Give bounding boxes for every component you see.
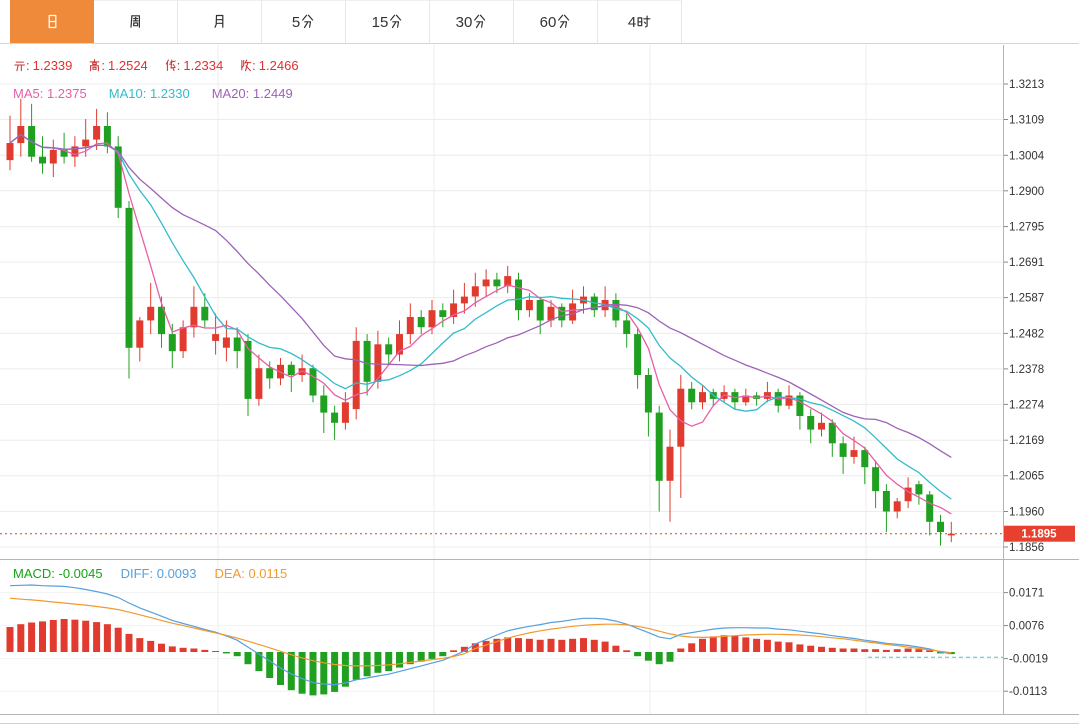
- diff-line: [9, 584, 952, 686]
- high-label: :: [88, 58, 105, 73]
- open-value: 1.2339: [32, 58, 73, 73]
- tab-15min[interactable]: 15: [346, 0, 430, 43]
- tab-5min[interactable]: 5: [262, 0, 346, 43]
- svg-text:0.0171: 0.0171: [1009, 588, 1044, 600]
- tab-month[interactable]: [178, 0, 262, 43]
- svg-text:1.2795: 1.2795: [1009, 222, 1044, 234]
- candles-layer: [6, 98, 955, 546]
- close-value: 1.2466: [258, 58, 299, 73]
- tab-4hour[interactable]: 4: [598, 0, 682, 43]
- svg-text:1.3004: 1.3004: [1009, 150, 1045, 162]
- ma5-text: MA5: 1.2375: [13, 86, 87, 101]
- tab-week[interactable]: [94, 0, 178, 43]
- grid-layer: 1.3213 1.3109 1.3004 1.2900 1.2795 1.2691 1.25…: [0, 45, 1048, 715]
- svg-text:-0.0019: -0.0019: [1009, 654, 1048, 666]
- macd-info-line: MACD: -0.0045 DIFF: 0.0093 DEA: 0.0115: [13, 566, 305, 581]
- dea-text: DEA: 0.0115: [214, 566, 288, 581]
- tab-label: [212, 14, 227, 31]
- svg-text:1.2169: 1.2169: [1009, 435, 1044, 447]
- panel-frame: [0, 45, 1079, 715]
- svg-text:1.2274: 1.2274: [1009, 399, 1045, 411]
- current-price-layer: 1.1895: [0, 525, 1075, 542]
- tab-label: [45, 14, 60, 31]
- ma10-line: [9, 133, 952, 500]
- tab-label: [128, 14, 143, 31]
- svg-text:1.2482: 1.2482: [1009, 328, 1044, 340]
- tab-label: 30: [456, 14, 488, 31]
- svg-text:1.2587: 1.2587: [1009, 293, 1044, 305]
- ma10-text: MA10: 1.2330: [108, 86, 190, 101]
- svg-text:1.1960: 1.1960: [1009, 507, 1044, 519]
- diff-text: DIFF: 0.0093: [120, 566, 197, 581]
- low-value: 1.2334: [183, 58, 224, 73]
- macd-histogram-layer: [6, 619, 955, 696]
- svg-text:1.3213: 1.3213: [1009, 79, 1044, 91]
- low-label: :: [164, 58, 180, 73]
- ma-lines-layer: [9, 133, 952, 515]
- tab-label: 4: [628, 14, 651, 31]
- macd-lines-layer: [9, 584, 1003, 686]
- tab-30min[interactable]: 30: [430, 0, 514, 43]
- close-label: :: [239, 58, 256, 73]
- ma-info-line: MA5: 1.2375 MA10: 1.2330 MA20: 1.2449: [13, 86, 315, 101]
- tab-label: 60: [540, 14, 572, 31]
- svg-text:-0.0113: -0.0113: [1009, 686, 1047, 698]
- dea-line: [9, 597, 952, 667]
- svg-text:1.1895: 1.1895: [1021, 529, 1057, 541]
- svg-text:1.2691: 1.2691: [1009, 257, 1044, 269]
- tab-label: 5: [292, 14, 315, 31]
- tab-day[interactable]: [10, 0, 94, 43]
- tab-60min[interactable]: 60: [514, 0, 598, 43]
- tab-label: 15: [372, 14, 404, 31]
- ma20-line: [9, 133, 952, 458]
- high-value: 1.2524: [108, 58, 148, 73]
- svg-text:1.1856: 1.1856: [1009, 542, 1044, 554]
- timeframe-tabbar: 5 15 30 60 4: [0, 0, 1079, 44]
- open-label: :: [13, 58, 30, 73]
- svg-text:1.3109: 1.3109: [1009, 115, 1044, 127]
- svg-text:1.2378: 1.2378: [1009, 364, 1044, 376]
- current-price-tag: [1004, 525, 1075, 542]
- ma20-text: MA20: 1.2449: [211, 86, 293, 101]
- ohlc-info-line: :1.2339:1.2524:1.2334:1.2466: [13, 58, 315, 73]
- ma5-line: [9, 133, 952, 515]
- svg-text:1.2900: 1.2900: [1009, 186, 1044, 198]
- svg-text:1.2065: 1.2065: [1009, 471, 1044, 483]
- svg-text:0.0076: 0.0076: [1009, 621, 1044, 633]
- macd-text: MACD: -0.0045: [13, 566, 103, 581]
